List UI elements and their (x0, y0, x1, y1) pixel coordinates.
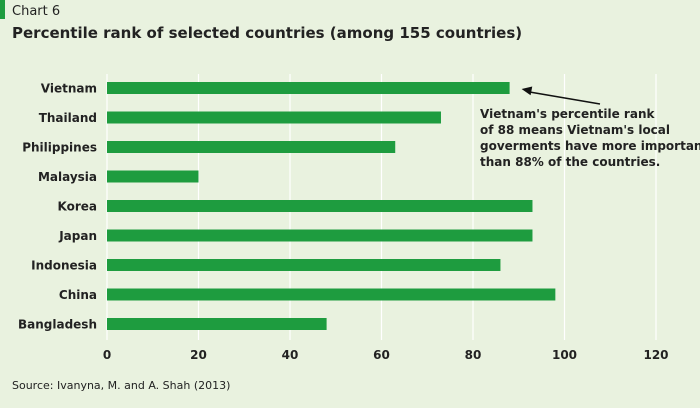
category-label: Indonesia (31, 259, 97, 273)
annotation-line: Vietnam's percentile rank (480, 107, 655, 121)
source-note: Source: Ivanyna, M. and A. Shah (2013) (12, 379, 231, 392)
annotation-line: than 88% of the countries. (480, 155, 661, 169)
bar (107, 259, 501, 271)
bar (107, 111, 441, 124)
x-tick-label: 100 (552, 348, 577, 362)
category-label: Vietnam (41, 82, 97, 96)
x-tick-label: 40 (282, 348, 299, 362)
chart-label-accent (0, 0, 5, 19)
x-tick-label: 20 (190, 348, 207, 362)
annotation-arrow (521, 86, 601, 105)
x-tick-label: 60 (373, 348, 390, 362)
bar (107, 288, 556, 301)
chart-number-label: Chart 6 (12, 4, 61, 19)
bar (107, 141, 396, 153)
x-tick-labels: 0 20 40 60 80 100 120 (103, 348, 669, 362)
category-labels: Vietnam Thailand Philippines Malaysia Korea J… (18, 82, 97, 332)
category-label: Korea (58, 200, 98, 214)
bars (107, 82, 556, 330)
category-label: China (59, 288, 97, 302)
annotation-line: of 88 means Vietnam's local (480, 123, 671, 137)
chart-title: Percentile rank of selected countries (a… (12, 24, 523, 42)
bar (107, 229, 533, 242)
arrow-shaft (529, 91, 601, 105)
category-label: Malaysia (38, 170, 97, 184)
bar (107, 82, 510, 94)
category-label: Japan (58, 229, 97, 243)
x-tick-label: 120 (643, 348, 668, 362)
category-label: Thailand (39, 111, 97, 125)
bar (107, 170, 199, 183)
category-label: Philippines (22, 141, 97, 155)
bar (107, 318, 327, 330)
annotation-text: Vietnam's percentile rank of 88 means Vi… (480, 106, 700, 170)
arrow-head (521, 86, 533, 96)
category-label: Bangladesh (18, 318, 97, 332)
x-tick-label: 0 (103, 348, 111, 362)
x-tick-label: 80 (465, 348, 482, 362)
bar (107, 200, 533, 212)
annotation-line: goverments have more importance (480, 139, 700, 153)
